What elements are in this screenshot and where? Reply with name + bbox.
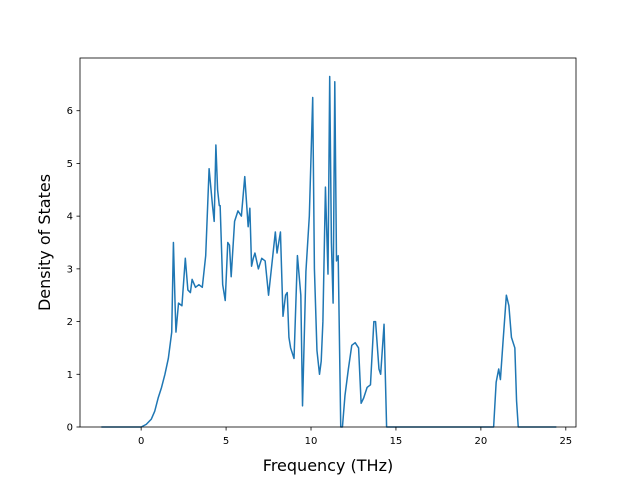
x-tick-label: 0 [138, 436, 144, 447]
x-axis: 0 5 10 15 20 25 [138, 427, 572, 447]
y-axis: 0 1 2 3 4 5 6 [67, 106, 80, 434]
y-tick-label: 3 [67, 264, 73, 275]
y-tick-label: 4 [67, 212, 73, 223]
y-tick-label: 2 [67, 317, 73, 328]
y-tick-label: 0 [67, 423, 73, 434]
x-tick-label: 25 [559, 436, 572, 447]
x-tick-label: 5 [223, 436, 229, 447]
x-tick-label: 15 [390, 436, 403, 447]
x-tick-label: 10 [305, 436, 318, 447]
x-tick-label: 20 [475, 436, 488, 447]
dos-series-line [101, 75, 557, 428]
axes-frame [79, 57, 577, 428]
y-tick-label: 6 [67, 106, 73, 117]
y-axis-label: Density of States [35, 174, 54, 311]
plot-area [101, 75, 557, 428]
y-tick-label: 1 [67, 370, 73, 381]
y-tick-label: 5 [67, 159, 73, 170]
x-axis-label: Frequency (THz) [263, 456, 393, 475]
